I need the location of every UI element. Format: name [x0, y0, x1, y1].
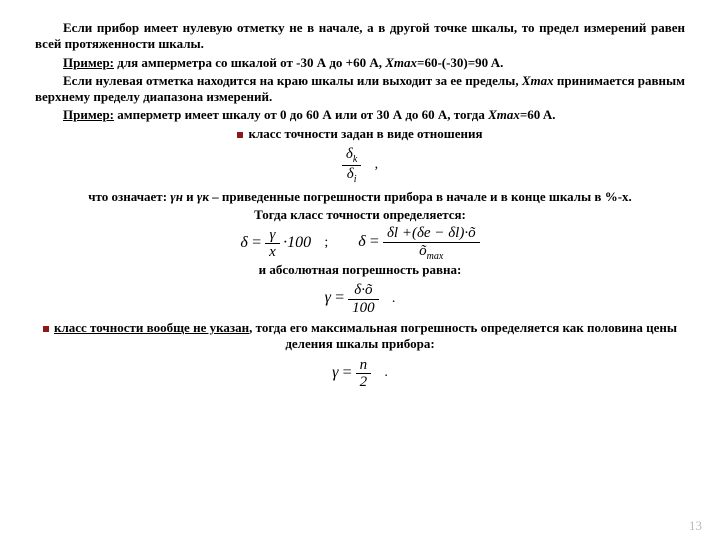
t4b: амперметр имеет шкалу от 0 до 60 А или о…	[114, 107, 488, 122]
t4d: =60 A.	[520, 107, 556, 122]
bullet-2: класс точности вообще не указан, тогда е…	[35, 320, 685, 353]
t2b: для амперметра со шкалой от -30 А до +60…	[114, 55, 385, 70]
label-example2: Пример:	[63, 107, 114, 122]
t5a: что означает:	[88, 189, 170, 204]
t4c: Xmax	[488, 107, 520, 122]
para-7: и абсолютная погрешность равна:	[35, 262, 685, 278]
para-example2: Пример: амперметр имеет шкалу от 0 до 60…	[35, 107, 685, 123]
para-1: Если прибор имеет нулевую отметку не в н…	[35, 20, 685, 53]
t2d: =60-(-30)=90 A.	[417, 55, 503, 70]
page-number: 13	[689, 518, 702, 534]
para-example1: Пример: для амперметра со шкалой от -30 …	[35, 55, 685, 71]
bullet1-text: класс точности задан в виде отношения	[248, 126, 482, 141]
bullet-icon	[237, 132, 243, 138]
label-example1: Пример:	[63, 55, 114, 70]
formula-row-23: δ = γ x ·100 ; δ = δl +(δe − δl)·õ õmax	[35, 225, 685, 262]
t3b: Xmax	[522, 73, 554, 88]
t2c: Xmax	[385, 55, 417, 70]
comma: ,	[375, 157, 379, 172]
formula-4: γ = δ·õ 100 .	[35, 282, 685, 316]
t3a: Если нулевая отметка находится на краю ш…	[63, 73, 522, 88]
para-5: что означает: γн и γк – приведенные погр…	[35, 189, 685, 205]
bullet2a: класс точности вообще не указан	[54, 320, 249, 335]
t5b: γн	[170, 189, 183, 204]
bullet2b: , тогда его максимальная погрешность опр…	[249, 320, 677, 351]
para-6: Тогда класс точности определяется:	[35, 207, 685, 223]
formula-5: γ = n 2 .	[35, 357, 685, 391]
bullet-1: класс точности задан в виде отношения	[35, 126, 685, 142]
t5e: – приведенные погрешности прибора в нача…	[209, 189, 632, 204]
formula-1: δk δi ,	[35, 146, 685, 185]
t5d: γк	[197, 189, 209, 204]
t5c: и	[183, 189, 197, 204]
para-3: Если нулевая отметка находится на краю ш…	[35, 73, 685, 106]
bullet-icon-2	[43, 326, 49, 332]
